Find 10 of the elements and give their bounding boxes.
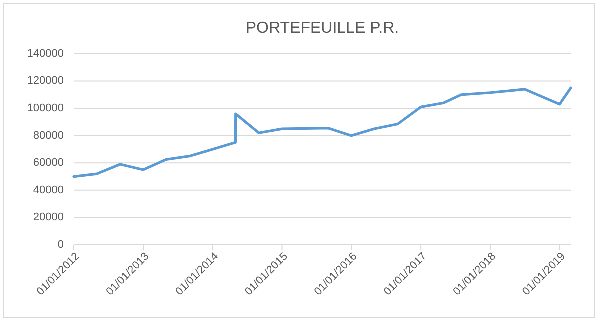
y-tick-label: 100000 <box>27 102 64 114</box>
line-series <box>72 86 572 178</box>
y-tick-label: 120000 <box>27 75 64 88</box>
y-tick-label: 140000 <box>27 48 64 60</box>
chart-title: PORTEFEUILLE P.R. <box>246 20 400 37</box>
y-tick-label: 20000 <box>33 212 64 224</box>
y-tick-label: 0 <box>58 238 64 251</box>
y-tick-label: 80000 <box>33 130 64 142</box>
y-tick-label: 40000 <box>33 184 64 196</box>
y-tick-label: 60000 <box>33 157 64 170</box>
